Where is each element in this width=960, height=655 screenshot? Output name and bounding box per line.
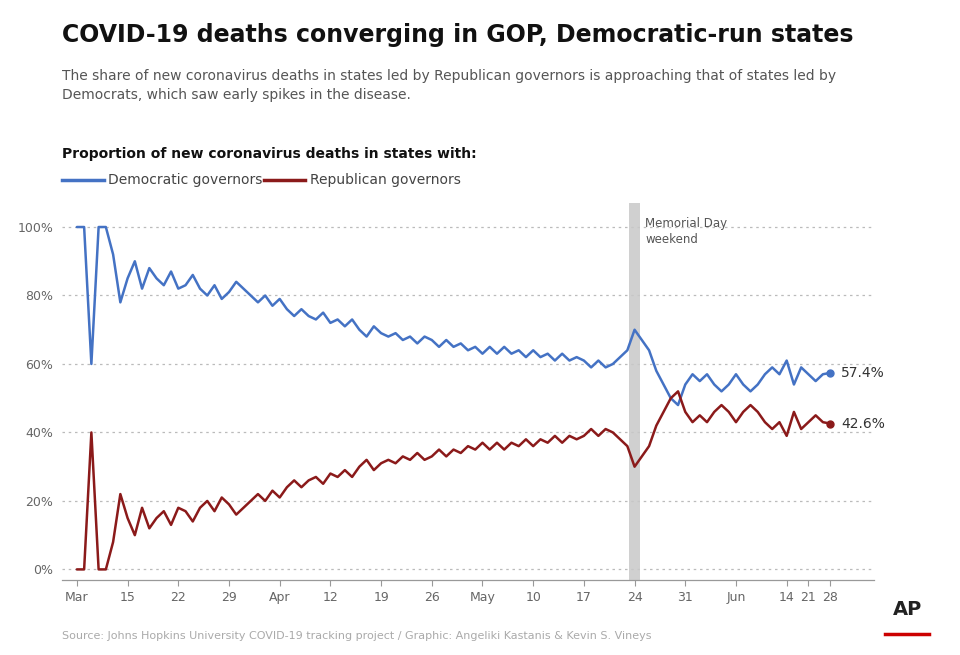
Text: Republican governors: Republican governors <box>310 173 461 187</box>
Text: Source: Johns Hopkins University COVID-19 tracking project / Graphic: Angeliki K: Source: Johns Hopkins University COVID-1… <box>62 631 652 641</box>
Text: 57.4%: 57.4% <box>841 366 885 380</box>
Text: The share of new coronavirus deaths in states led by Republican governors is app: The share of new coronavirus deaths in s… <box>62 69 836 102</box>
Text: 42.6%: 42.6% <box>841 417 885 430</box>
Bar <box>629 203 640 580</box>
Text: COVID-19 deaths converging in GOP, Democratic-run states: COVID-19 deaths converging in GOP, Democ… <box>62 23 853 47</box>
Text: AP: AP <box>893 600 922 619</box>
Text: Proportion of new coronavirus deaths in states with:: Proportion of new coronavirus deaths in … <box>62 147 477 161</box>
Text: Memorial Day
weekend: Memorial Day weekend <box>645 217 728 246</box>
Text: Democratic governors: Democratic governors <box>108 173 263 187</box>
